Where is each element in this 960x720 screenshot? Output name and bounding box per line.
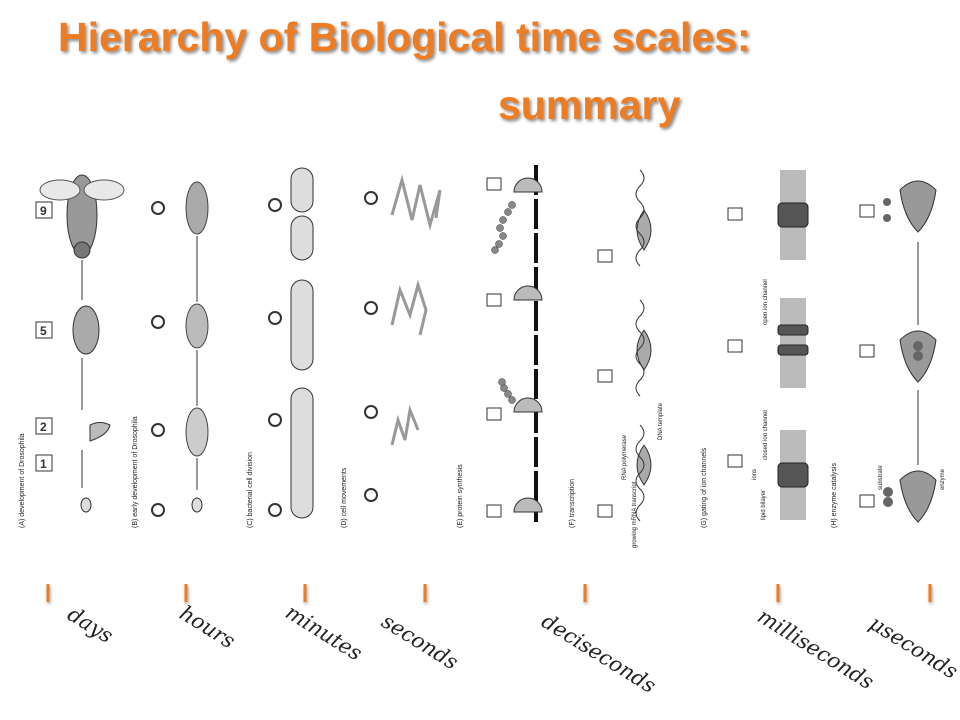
clock-icon bbox=[364, 301, 378, 315]
panel-enzyme-catalysis: substrate enzyme (H) enzyme catalysis bbox=[831, 180, 946, 528]
calendar-icon bbox=[35, 454, 53, 472]
clock-icon bbox=[268, 311, 282, 325]
calendar-icon bbox=[35, 321, 53, 339]
panel-caption: (A) development of Drosophila bbox=[19, 433, 26, 528]
panel-caption: (H) enzyme catalysis bbox=[831, 463, 838, 528]
scale-label-milliseconds: milliseconds bbox=[753, 604, 878, 694]
panel-early-development: (B) early development of Drosophila bbox=[132, 181, 209, 528]
clock-icon bbox=[268, 413, 282, 427]
slide-title-line1: Hierarchy of Biological time scales: bbox=[58, 14, 751, 60]
clock-icon bbox=[151, 315, 165, 329]
rna-polymerase-label: RNA polymerase bbox=[622, 434, 628, 480]
calendar-icon bbox=[35, 417, 53, 435]
panel-bacterial-cell-division: (C) bacterial cell division bbox=[247, 167, 314, 528]
panel-caption: (B) early development of Drosophila bbox=[132, 416, 139, 528]
biological-processes-figure: 1 2 5 9 (A) development of Drosophila (B… bbox=[19, 165, 946, 548]
slide-title-line2: summary bbox=[498, 82, 681, 128]
clock-icon bbox=[151, 423, 165, 437]
clock-icon bbox=[151, 201, 165, 215]
lipid-bilayer-label: lipid bilayer bbox=[761, 490, 767, 520]
panel-caption: (C) bacterial cell division bbox=[247, 452, 254, 528]
panel-transcription: RNA polymerase growing mRNA transcript D… bbox=[569, 169, 664, 548]
panel-protein-synthesis: (E) protein synthesis bbox=[457, 165, 543, 528]
clock-icon bbox=[364, 405, 378, 419]
dna-template-label: DNA template bbox=[658, 402, 664, 440]
panel-caption: (D) cell movements bbox=[341, 467, 348, 528]
panel-drosophila-development: 1 2 5 9 (A) development of Drosophila bbox=[19, 174, 125, 528]
panel-ion-channel-gating: lipid bilayer ions closed ion channel op… bbox=[701, 170, 809, 528]
panel-caption: (E) protein synthesis bbox=[457, 464, 464, 528]
calendar-day: 1 bbox=[40, 457, 47, 471]
calendar-day: 2 bbox=[40, 420, 47, 434]
larva-shape bbox=[89, 422, 111, 442]
scale-label-seconds: seconds bbox=[377, 609, 462, 675]
panel-caption: (G) gating of ion channels bbox=[701, 447, 708, 528]
egg-shape bbox=[80, 497, 92, 513]
clock-icon bbox=[268, 198, 282, 212]
scale-label-hours: hours bbox=[175, 601, 239, 654]
calendar-day: 9 bbox=[40, 204, 47, 218]
substrate-label: substrate bbox=[878, 465, 884, 490]
time-scale-axis: days hours minutes seconds deciseconds m… bbox=[18, 584, 960, 698]
enzyme-label: enzyme bbox=[940, 468, 946, 490]
clock-icon bbox=[268, 503, 282, 517]
closed-channel-label: closed ion channel bbox=[763, 410, 769, 460]
panel-cell-movements: (D) cell movements bbox=[341, 174, 442, 528]
scale-label-minutes: minutes bbox=[281, 600, 366, 666]
adult-fly-shape bbox=[39, 174, 125, 259]
calendar-day: 5 bbox=[40, 324, 47, 338]
clock-icon bbox=[151, 503, 165, 517]
scale-label-microseconds: μseconds bbox=[865, 611, 960, 684]
ions-label: ions bbox=[752, 469, 758, 480]
mrna-label: growing mRNA transcript bbox=[632, 481, 638, 548]
open-channel-label: open ion channel bbox=[763, 279, 769, 325]
clock-icon bbox=[364, 488, 378, 502]
scale-label-deciseconds: deciseconds bbox=[537, 609, 660, 698]
pupa-shape bbox=[72, 305, 100, 355]
scale-label-days: days bbox=[63, 602, 117, 648]
clock-icon bbox=[364, 191, 378, 205]
calendar-icon bbox=[35, 201, 53, 219]
panel-caption: (F) transcription bbox=[569, 479, 576, 528]
